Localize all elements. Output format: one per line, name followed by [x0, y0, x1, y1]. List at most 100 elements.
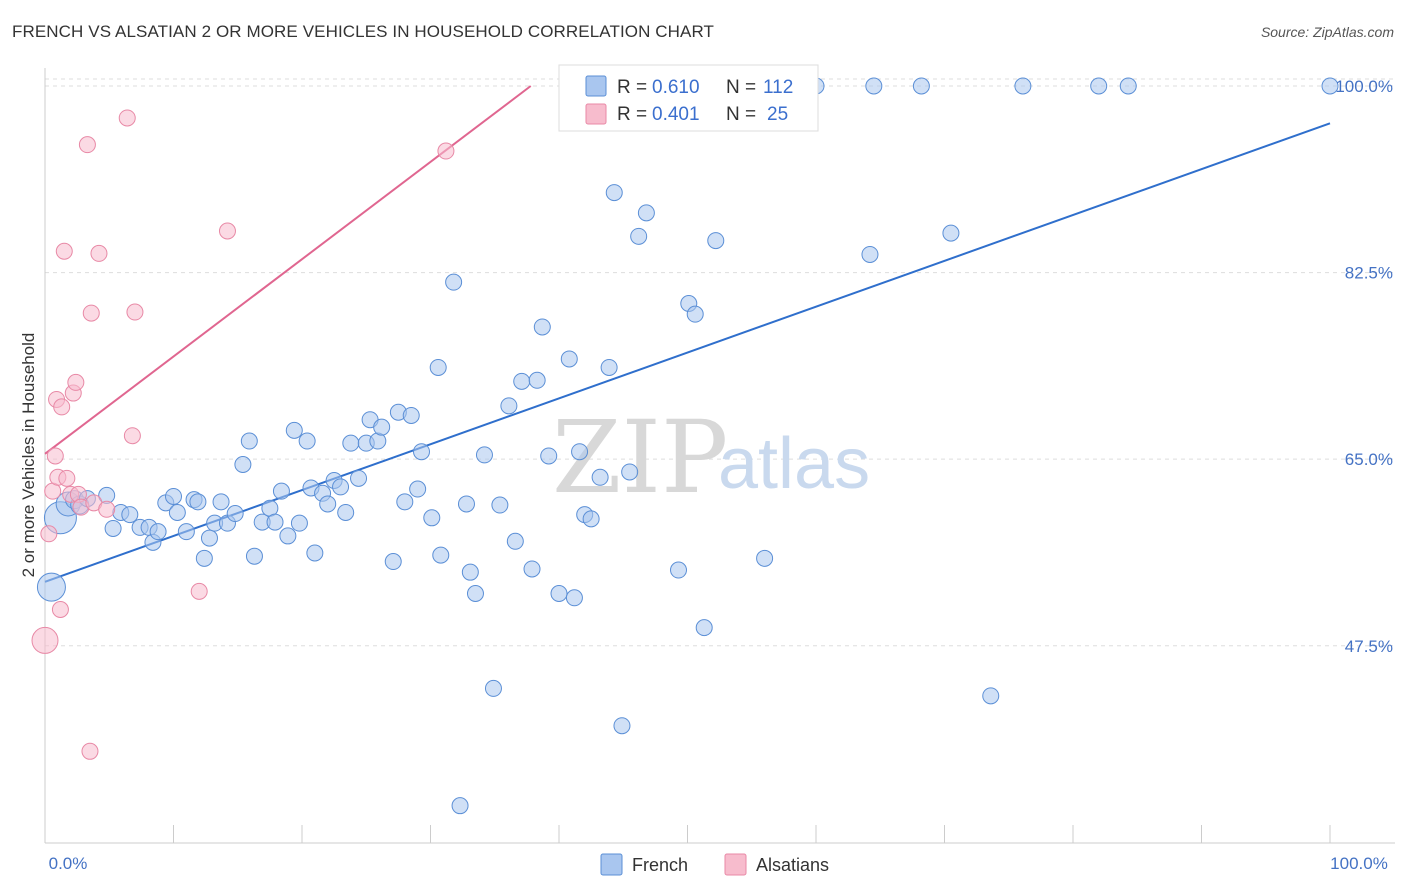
alsatian-point	[82, 304, 100, 322]
french-point	[165, 487, 182, 505]
french-point	[266, 513, 284, 531]
french-point	[413, 443, 431, 461]
french-point	[912, 77, 930, 95]
x-tick-label-max: 100.0%	[1330, 854, 1388, 873]
french-point	[226, 505, 244, 523]
alsatian-point	[51, 601, 69, 619]
french-point	[506, 532, 524, 550]
french-point	[200, 529, 218, 547]
legend-french-label: French	[632, 855, 688, 875]
french-point	[234, 455, 252, 473]
french-point	[686, 305, 704, 323]
french-point	[290, 514, 308, 532]
french-point	[429, 358, 447, 376]
french-point	[630, 227, 648, 245]
y-tick-label: 47.5%	[1345, 637, 1393, 656]
alsatian-point	[118, 109, 136, 127]
stats-alsatians-n-label: N =	[726, 104, 756, 125]
french-point	[104, 519, 122, 537]
alsatian-point	[40, 525, 58, 543]
alsatian-point	[123, 427, 141, 445]
alsatian-point	[218, 222, 236, 240]
french-point	[212, 493, 230, 511]
alsatian-point	[437, 142, 455, 160]
french-point	[491, 496, 509, 514]
french-point	[861, 245, 879, 263]
french-point	[591, 468, 609, 486]
french-point	[982, 687, 1000, 705]
y-tick-label: 100.0%	[1335, 77, 1393, 96]
source-credit: Source: ZipAtlas.com	[1260, 24, 1394, 40]
french-point	[350, 469, 368, 487]
french-point	[445, 273, 463, 291]
alsatian-point	[53, 398, 71, 416]
stats-french-r-value: 0.610	[652, 77, 700, 98]
french-point	[306, 544, 324, 562]
french-point	[523, 560, 541, 578]
alsatian-point	[98, 500, 116, 518]
french-point	[500, 397, 518, 415]
french-point	[189, 493, 207, 511]
french-point	[342, 434, 360, 452]
french-point	[423, 509, 441, 527]
alsatian-point	[31, 626, 59, 654]
watermark-atlas: atlas	[718, 424, 870, 504]
french-point	[195, 549, 213, 567]
alsatian-point	[55, 242, 73, 260]
french-point	[582, 510, 600, 528]
french-point	[457, 495, 475, 513]
french-point	[432, 546, 450, 564]
stats-french-n-value: 112	[763, 77, 793, 98]
french-point	[121, 506, 139, 524]
french-point	[149, 523, 167, 541]
alsatian-point	[78, 136, 96, 154]
french-point	[466, 585, 484, 603]
legend-alsatians-swatch	[724, 853, 747, 876]
french-point	[1090, 77, 1108, 95]
french-point	[168, 503, 186, 521]
french-point	[245, 547, 263, 565]
french-point	[571, 443, 589, 461]
y-tick-label: 82.5%	[1345, 264, 1393, 283]
alsatian-point	[46, 447, 64, 465]
french-point	[272, 482, 290, 500]
french-point	[942, 224, 960, 242]
french-point	[1119, 77, 1137, 95]
french-point	[396, 493, 414, 511]
french-point	[285, 421, 303, 439]
french-point	[319, 495, 337, 513]
french-point	[513, 372, 531, 390]
french-point	[865, 77, 883, 95]
french-point	[1321, 77, 1339, 95]
alsatian-point	[126, 303, 144, 321]
french-point	[605, 184, 623, 202]
alsatian-point	[67, 373, 85, 391]
french-point	[756, 549, 774, 567]
french-point	[409, 480, 427, 498]
french-point	[695, 619, 713, 637]
french-point	[484, 679, 502, 697]
axes	[44, 68, 1395, 844]
french-point	[402, 406, 420, 424]
y-tick-label: 65.0%	[1345, 450, 1393, 469]
french-point	[451, 797, 469, 815]
stats-box: R = 0.610 N = 112 R = 0.401 N = 25	[558, 64, 819, 132]
french-point	[528, 371, 546, 389]
french-point	[565, 589, 583, 607]
french-point	[707, 232, 725, 250]
chart-title: FRENCH VS ALSATIAN 2 OR MORE VEHICLES IN…	[12, 22, 715, 41]
watermark: ZIP atlas	[552, 399, 870, 516]
stats-alsatians-r-label: R =	[617, 104, 647, 125]
french-point	[298, 432, 316, 450]
french-point	[540, 447, 558, 465]
french-point	[240, 432, 258, 450]
french-point	[337, 503, 355, 521]
x-tick-label-min: 0.0%	[49, 854, 88, 873]
french-point	[600, 358, 618, 376]
legend: French Alsatians	[600, 853, 829, 876]
alsatian-trendline	[44, 85, 532, 455]
french-point	[373, 418, 391, 436]
alsatian-point	[81, 742, 99, 760]
french-point	[637, 204, 655, 222]
